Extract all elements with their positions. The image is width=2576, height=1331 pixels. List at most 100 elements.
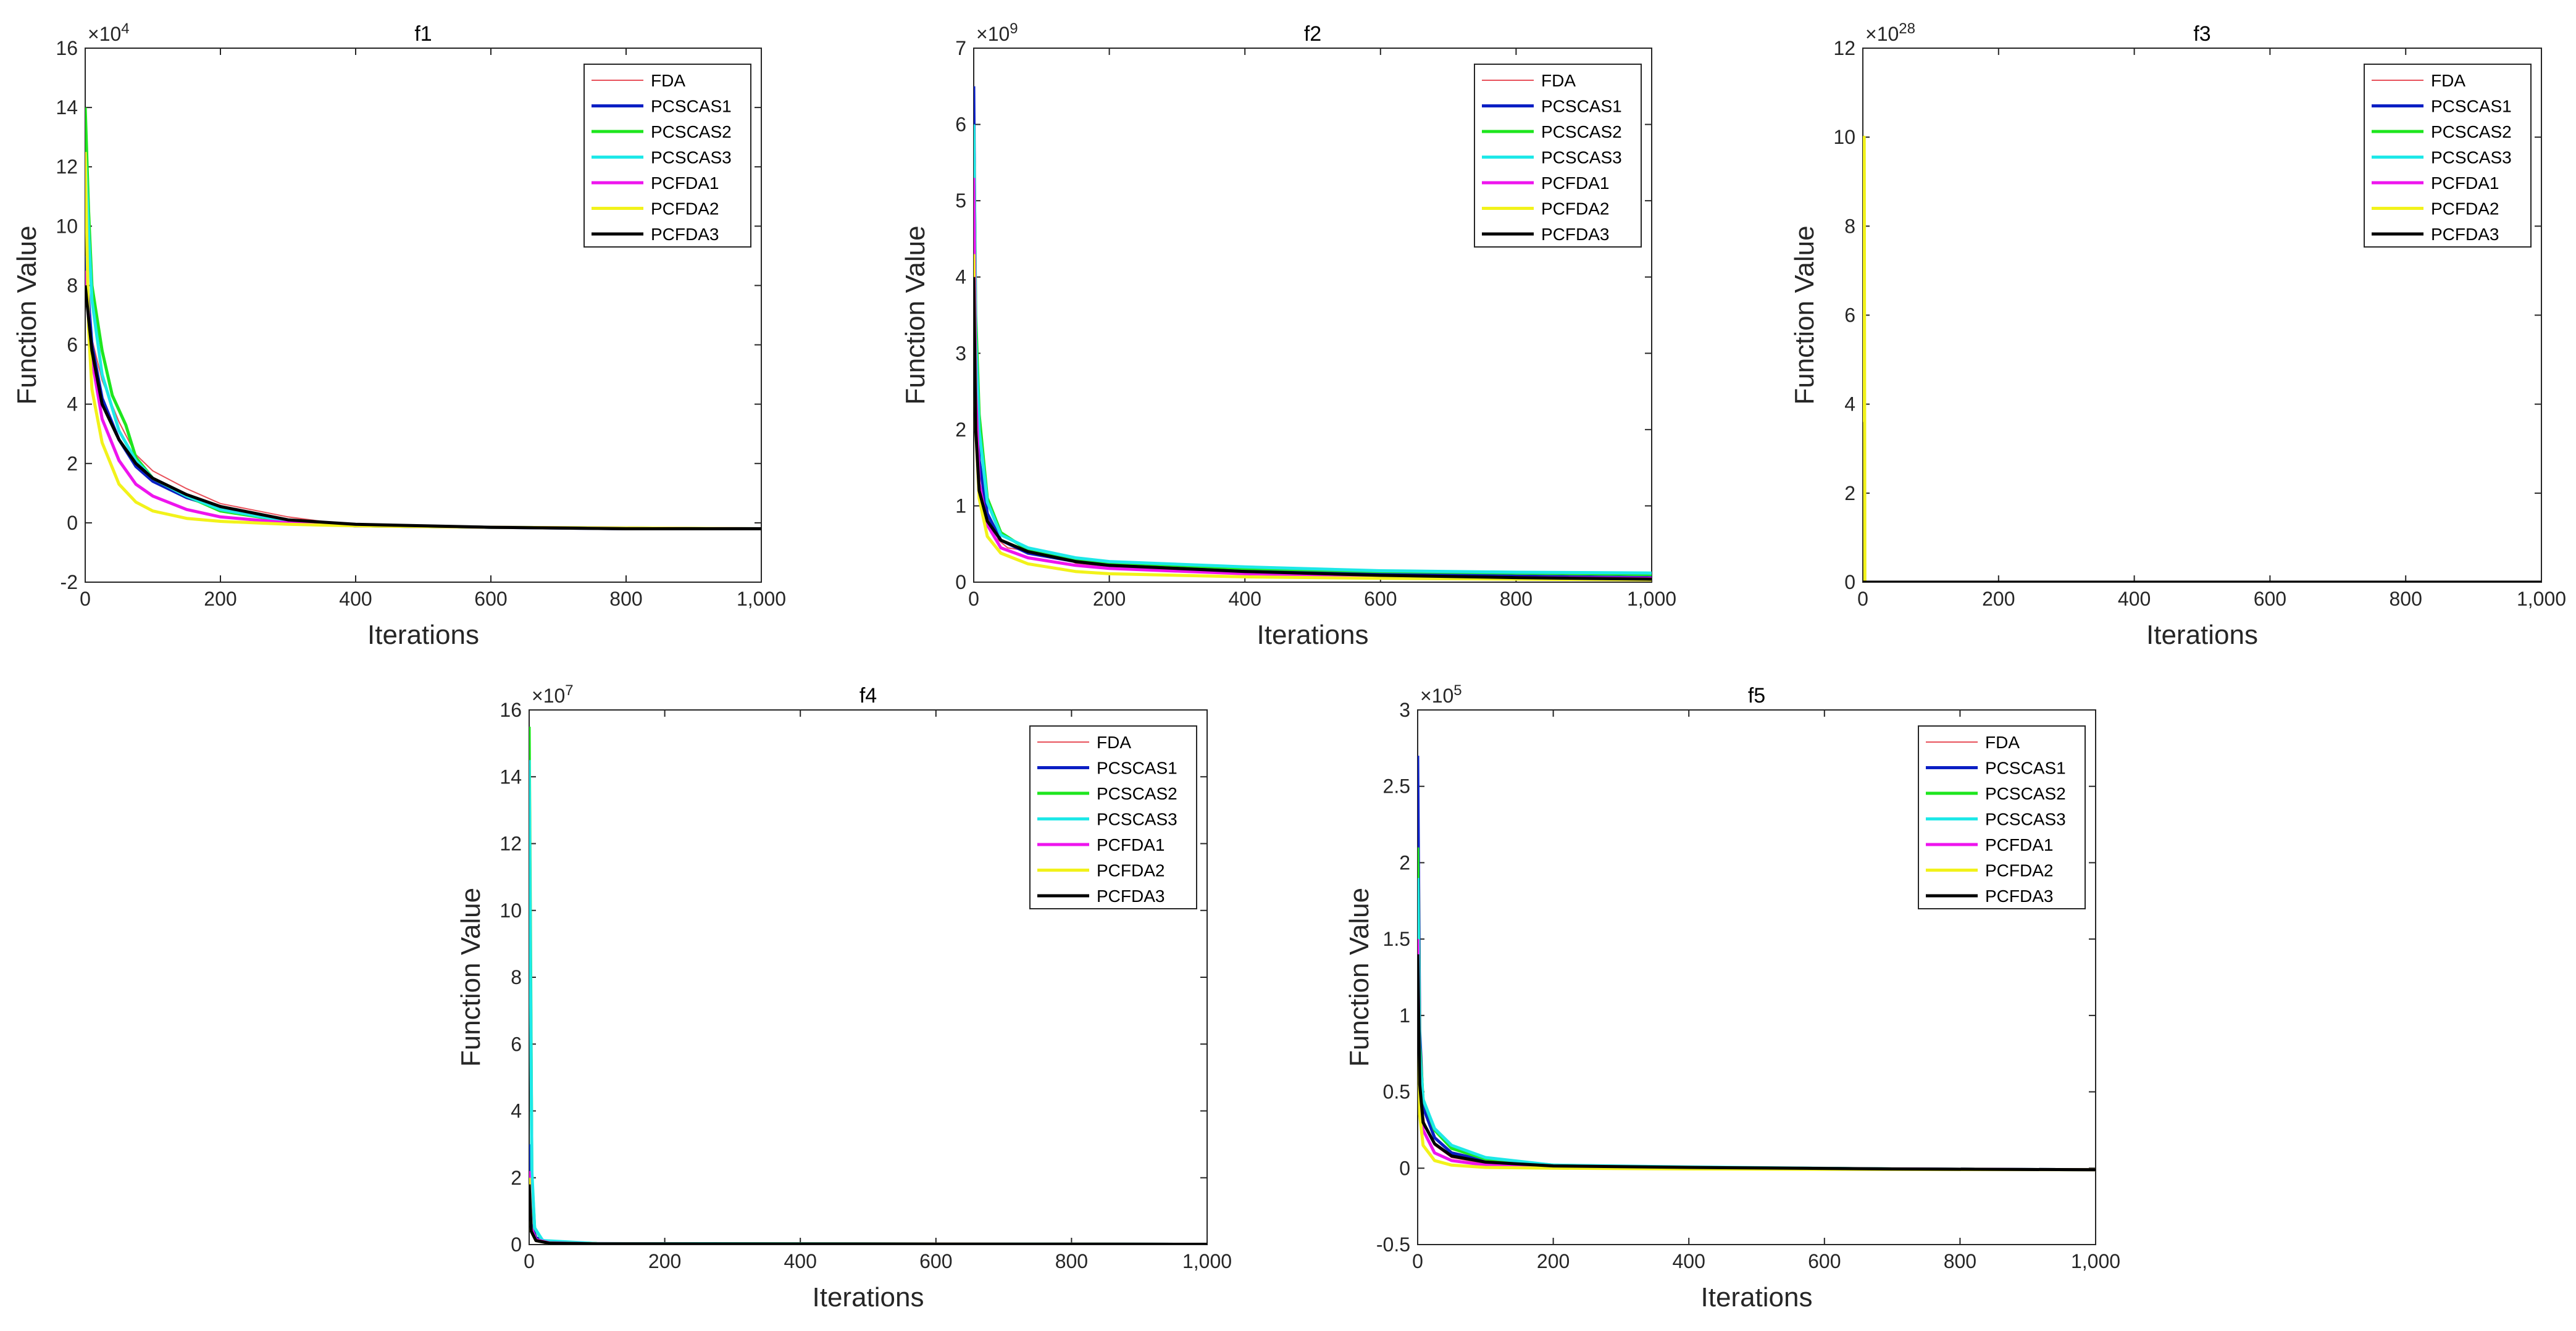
legend-label: PCFDA3 <box>651 225 719 244</box>
legend-label: PCFDA3 <box>1985 887 2053 906</box>
series-line-pcfda3 <box>974 277 1652 581</box>
chart-title: f3 <box>2193 22 2210 46</box>
x-tick-label: 1,000 <box>737 588 786 610</box>
y-tick-label: 1.5 <box>1383 928 1410 950</box>
legend-label: PCSCAS3 <box>2431 148 2512 167</box>
y-exponent-label: ×105 <box>1420 682 1462 707</box>
legend-label: FDA <box>1541 71 1576 90</box>
y-tick-label: 10 <box>56 215 78 237</box>
legend: FDA PCSCAS1 PCSCAS2 PCSCAS3 PCFDA1 PCFDA2 PCFD… <box>1474 64 1642 248</box>
y-tick-label: 0 <box>1399 1157 1410 1179</box>
x-tick-label: 800 <box>1500 588 1533 610</box>
x-tick-label: 600 <box>919 1250 952 1272</box>
x-tick-label: 400 <box>1229 588 1261 610</box>
x-tick-label: 600 <box>1364 588 1397 610</box>
x-tick-label: 200 <box>1537 1250 1570 1272</box>
y-tick-label: 3 <box>955 342 966 364</box>
y-axis-label: Function Value <box>456 888 486 1067</box>
legend-label: PCFDA1 <box>2431 173 2499 193</box>
y-tick-label: 14 <box>500 766 522 788</box>
y-tick-label: 5 <box>955 190 966 212</box>
legend: FDA PCSCAS1 PCSCAS2 PCSCAS3 PCFDA1 PCFDA2 PCFD… <box>1029 725 1197 909</box>
legend-label: PCFDA2 <box>1985 861 2053 880</box>
y-exponent-label: ×1028 <box>1865 20 1915 45</box>
x-tick-label: 0 <box>1412 1250 1423 1272</box>
x-axis-label: Iterations <box>813 1282 924 1312</box>
legend-label: PCSCAS3 <box>1097 810 1177 829</box>
legend-label: PCFDA1 <box>1541 173 1609 193</box>
y-tick-label: 12 <box>500 833 522 855</box>
legend-label: PCFDA2 <box>1097 861 1165 880</box>
x-tick-label: 600 <box>474 588 507 610</box>
y-tick-label: -2 <box>61 571 78 593</box>
legend-label: PCSCAS2 <box>1985 784 2066 803</box>
legend-label: PCSCAS1 <box>651 97 732 116</box>
series-line-pcfda2 <box>1863 135 2541 582</box>
legend-label: PCSCAS2 <box>1541 122 1622 141</box>
y-tick-label: 10 <box>1833 126 1855 148</box>
x-tick-label: 1,000 <box>2071 1250 2120 1272</box>
y-axis-label: Function Value <box>12 225 42 404</box>
y-tick-label: 16 <box>500 699 522 721</box>
x-tick-label: 400 <box>2118 588 2151 610</box>
legend-label: PCFDA3 <box>2431 225 2499 244</box>
y-tick-label: 2 <box>1844 482 1855 504</box>
y-tick-label: 3 <box>1399 699 1410 721</box>
series-line-pcscas3 <box>974 124 1652 575</box>
y-axis-label: Function Value <box>1344 888 1374 1067</box>
y-tick-label: 2 <box>67 453 78 475</box>
legend-label: PCSCAS3 <box>651 148 732 167</box>
x-tick-label: 1,000 <box>2517 588 2566 610</box>
y-tick-label: 2.5 <box>1383 775 1410 798</box>
legend-label: FDA <box>2431 71 2465 90</box>
y-tick-label: 6 <box>67 334 78 356</box>
x-tick-label: 200 <box>204 588 236 610</box>
chart-f3: 0 200 400 600 800 1,000 0 2 4 6 8 10 12 ×1028 f3 Iterat… <box>1789 20 2566 650</box>
x-tick-label: 800 <box>2390 588 2422 610</box>
chart-f5: 0 200 400 600 800 1,000-0.500.511.522.53×105 f… <box>1344 682 2120 1312</box>
y-tick-label: 0 <box>511 1233 522 1256</box>
y-exponent-label: ×109 <box>976 20 1018 45</box>
y-tick-label: 14 <box>56 96 78 119</box>
y-tick-label: 10 <box>500 899 522 922</box>
y-tick-label: 0 <box>67 512 78 534</box>
x-tick-label: 0 <box>524 1250 535 1272</box>
y-tick-label: 8 <box>1844 215 1855 237</box>
y-tick-label: 6 <box>955 114 966 136</box>
x-tick-label: 0 <box>1857 588 1868 610</box>
legend-label: PCFDA2 <box>2431 199 2499 219</box>
legend-label: PCSCAS1 <box>1985 759 2066 778</box>
chart-title: f4 <box>859 684 877 707</box>
x-tick-label: 800 <box>1944 1250 1976 1272</box>
legend: FDA PCSCAS1 PCSCAS2 PCSCAS3 PCFDA1 PCFDA2 PCFD… <box>1918 725 2086 909</box>
y-axis-label: Function Value <box>900 225 930 404</box>
legend-label: FDA <box>651 71 685 90</box>
y-tick-label: 8 <box>511 966 522 988</box>
legend-label: PCSCAS3 <box>1985 810 2066 829</box>
x-tick-label: 400 <box>784 1250 817 1272</box>
chart-title: f1 <box>414 22 432 46</box>
x-tick-label: 0 <box>968 588 979 610</box>
x-tick-label: 1,000 <box>1627 588 1676 610</box>
y-exponent-base: ×10 <box>976 23 1010 45</box>
y-tick-label: 0.5 <box>1383 1081 1410 1103</box>
y-tick-label: 4 <box>955 266 966 288</box>
x-axis-label: Iterations <box>2146 620 2258 650</box>
x-tick-label: 400 <box>339 588 372 610</box>
legend: FDA PCSCAS1 PCSCAS2 PCSCAS3 PCFDA1 PCFDA2 PCFD… <box>583 64 751 248</box>
legend-label: PCFDA3 <box>1541 225 1609 244</box>
y-exponent-power: 5 <box>1453 682 1462 699</box>
series-line-pcfda3 <box>85 285 761 530</box>
y-exponent-base: ×10 <box>1420 685 1453 707</box>
y-tick-label: 12 <box>56 156 78 178</box>
legend-label: PCSCAS2 <box>2431 122 2512 141</box>
legend-label: PCFDA1 <box>1985 835 2053 854</box>
chart-title: f2 <box>1304 22 1321 46</box>
y-tick-label: 7 <box>955 37 966 59</box>
y-tick-label: 2 <box>955 419 966 441</box>
y-tick-label: 1 <box>1399 1004 1410 1027</box>
y-tick-label: 6 <box>511 1033 522 1055</box>
y-tick-label: -0.5 <box>1376 1233 1410 1256</box>
